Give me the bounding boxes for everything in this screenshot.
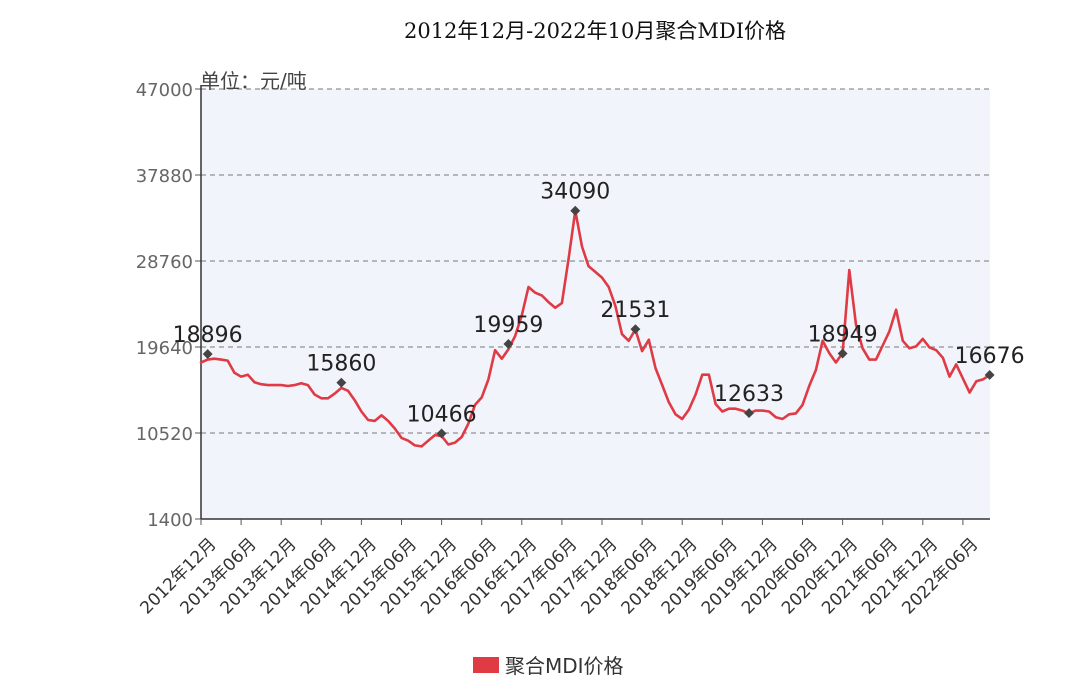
y-tick-label: 19640 — [136, 338, 193, 359]
y-tick-label: 10520 — [136, 424, 193, 445]
data-point-marker — [503, 339, 514, 349]
legend: 聚合MDI价格 — [473, 654, 624, 678]
series-group — [199, 209, 991, 448]
y-tick-label: 37880 — [136, 166, 193, 187]
data-point-marker — [570, 205, 581, 216]
data-point-marker — [436, 428, 447, 439]
y-tick-label: 28760 — [136, 252, 193, 273]
unit-label: 单位：元/吨 — [200, 69, 307, 93]
data-point-marker — [630, 324, 641, 335]
legend-swatch — [473, 657, 499, 673]
axes — [200, 85, 990, 520]
series-line-mdi — [199, 209, 991, 448]
legend-label: 聚合MDI价格 — [505, 654, 624, 678]
data-label: 18949 — [808, 323, 878, 348]
data-point-marker — [984, 370, 995, 380]
data-label: 34090 — [540, 180, 610, 205]
data-label: 10466 — [407, 403, 477, 428]
x-axis-ticks: 2012年12月2013年06月2013年12月2014年06月2014年12月… — [136, 519, 982, 618]
data-label: 15860 — [306, 352, 376, 377]
data-label: 21531 — [600, 298, 670, 323]
data-label: 12633 — [714, 382, 784, 407]
data-labels: 18896 15860 10466 19959 34090 21531 12633 18949… — [173, 180, 1025, 439]
data-label: 16676 — [955, 344, 1025, 369]
y-axis-ticks: 1400 10520 19640 28760 37880 47000 — [136, 80, 201, 531]
data-point-marker — [202, 349, 213, 359]
y-tick-label: 47000 — [136, 80, 193, 101]
y-tick-label: 1400 — [147, 510, 193, 531]
chart-title: 2012年12月-2022年10月聚合MDI价格 — [404, 19, 786, 43]
data-point-marker — [336, 377, 347, 388]
data-label: 19959 — [473, 313, 543, 338]
data-label: 18896 — [173, 323, 243, 348]
data-point-marker — [744, 408, 754, 419]
plot-area — [201, 89, 990, 519]
data-point-marker — [837, 348, 848, 359]
grid-lines — [201, 88, 990, 434]
